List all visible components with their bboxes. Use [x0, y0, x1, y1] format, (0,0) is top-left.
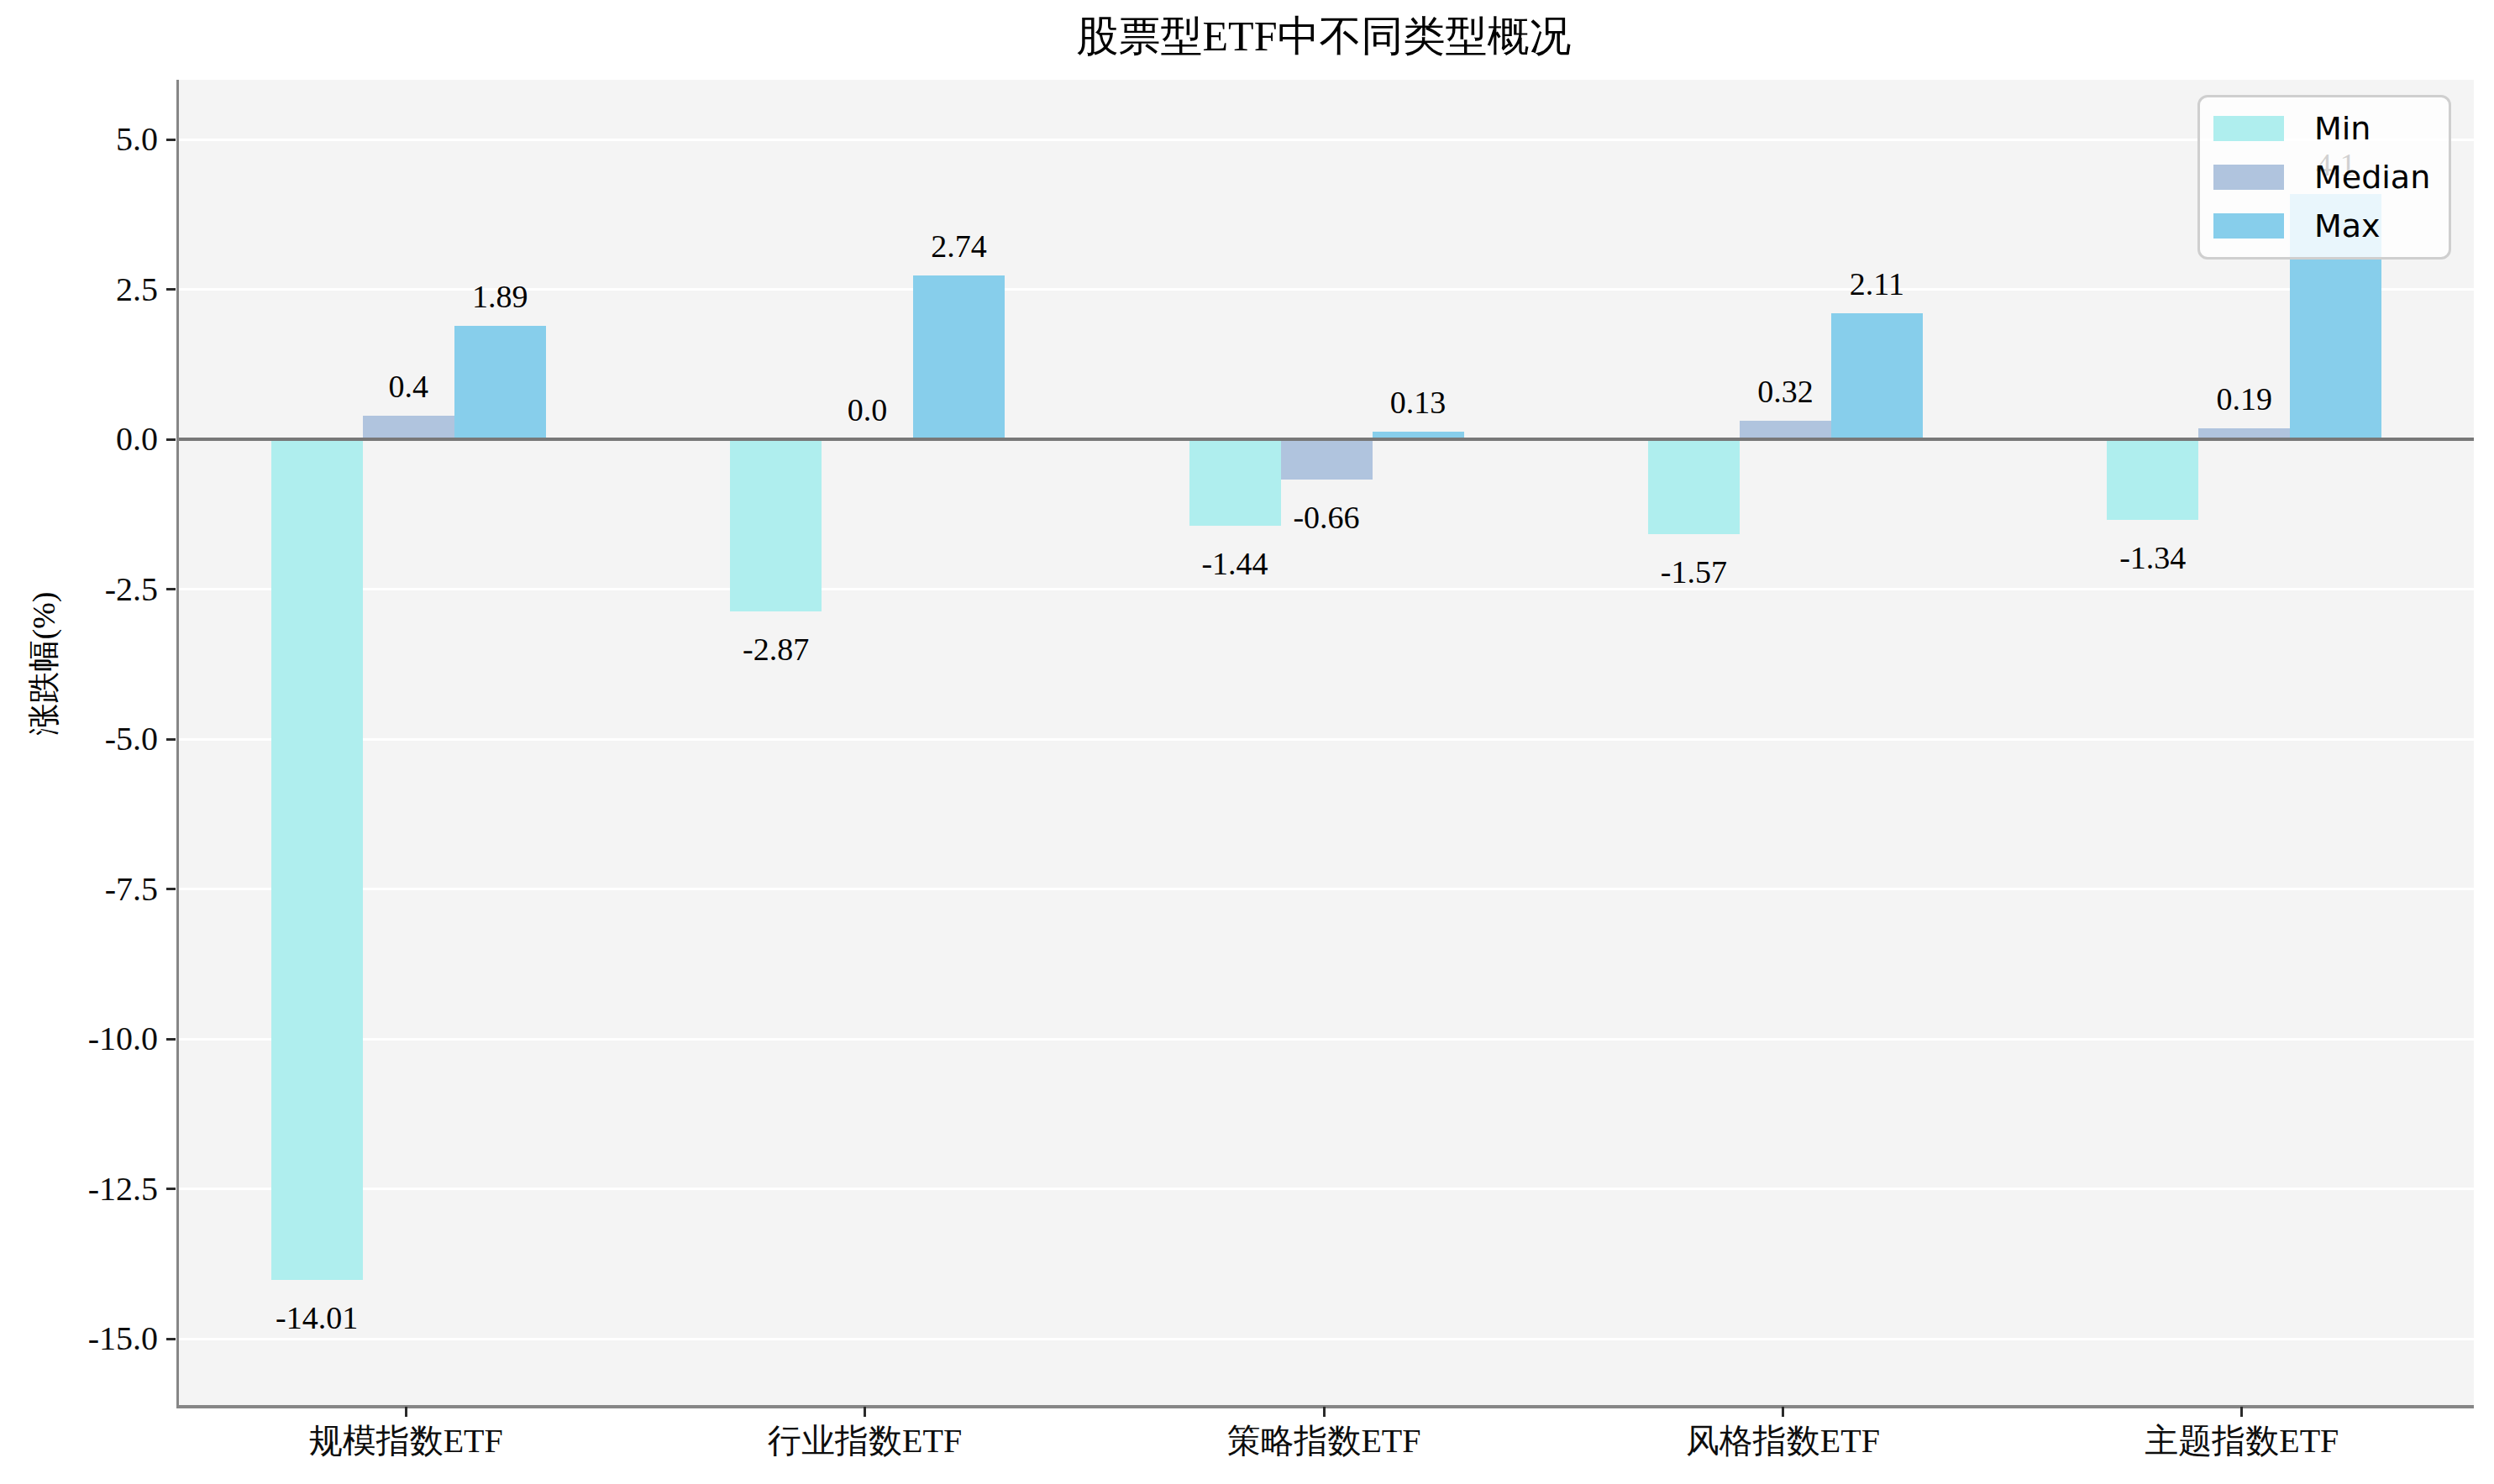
y-tick-label--12.5: -12.5 [15, 1171, 158, 1208]
x-tick-规模指数ETF [405, 1407, 407, 1417]
bar-label-max-风格指数ETF: 2.11 [1850, 265, 1904, 302]
y-tick-label--15: -15.0 [15, 1320, 158, 1357]
y-tick-2.5 [166, 288, 176, 291]
x-tick-label-行业指数ETF: 行业指数ETF [768, 1421, 962, 1461]
y-tick-label-2.5: 2.5 [15, 271, 158, 308]
bar-label-min-规模指数ETF: -14.01 [276, 1299, 358, 1336]
x-tick-策略指数ETF [1323, 1407, 1326, 1417]
bar-max-风格指数ETF [1831, 313, 1923, 440]
legend-item-median: Median [2213, 159, 2449, 196]
bar-label-min-策略指数ETF: -1.44 [1201, 545, 1268, 582]
gridline-y--2.5 [179, 588, 2474, 590]
legend-item-max: Max [2213, 207, 2449, 244]
gridline-y--7.5 [179, 888, 2474, 890]
x-tick-label-主题指数ETF: 主题指数ETF [2145, 1421, 2339, 1461]
zero-line [179, 438, 2474, 441]
x-tick-label-风格指数ETF: 风格指数ETF [1686, 1421, 1880, 1461]
y-tick-5 [166, 139, 176, 141]
y-tick-label-5: 5.0 [15, 121, 158, 158]
bar-median-风格指数ETF [1740, 421, 1831, 440]
bar-max-规模指数ETF [454, 326, 546, 439]
y-tick--12.5 [166, 1188, 176, 1190]
y-tick-label--7.5: -7.5 [15, 871, 158, 908]
legend: Min Median Max [2197, 95, 2451, 260]
bar-min-主题指数ETF [2107, 439, 2198, 520]
y-tick--15 [166, 1338, 176, 1340]
y-tick-label--2.5: -2.5 [15, 571, 158, 608]
legend-item-min: Min [2213, 110, 2449, 147]
x-tick-label-策略指数ETF: 策略指数ETF [1226, 1421, 1420, 1461]
plot-area: -14.01 0.4 1.89 -2.87 0.0 2.74 -1.44 -0.66 0.13 -… [176, 80, 2474, 1408]
y-tick--7.5 [166, 888, 176, 890]
y-tick--10 [166, 1038, 176, 1041]
bar-label-min-行业指数ETF: -2.87 [743, 631, 809, 668]
bar-label-max-行业指数ETF: 2.74 [931, 228, 987, 265]
bar-label-median-风格指数ETF: 0.32 [1757, 373, 1814, 410]
bar-label-max-策略指数ETF: 0.13 [1390, 384, 1447, 421]
legend-swatch-min [2213, 116, 2284, 141]
gridline-y--10 [179, 1038, 2474, 1041]
y-axis-label: 涨跌幅(%) [23, 592, 66, 736]
bar-min-策略指数ETF [1189, 439, 1281, 526]
y-tick-label-0: 0.0 [15, 421, 158, 458]
chart-title: 股票型ETF中不同类型概况 [176, 8, 2471, 65]
x-tick-行业指数ETF [864, 1407, 866, 1417]
legend-swatch-max [2213, 213, 2284, 239]
bar-label-max-规模指数ETF: 1.89 [472, 278, 528, 315]
bar-min-行业指数ETF [730, 439, 822, 611]
bar-min-规模指数ETF [271, 439, 363, 1279]
legend-label-min: Min [2314, 110, 2371, 147]
y-tick--2.5 [166, 588, 176, 590]
bar-label-median-行业指数ETF: 0.0 [848, 391, 888, 428]
chart-figure: 股票型ETF中不同类型概况 涨跌幅(%) -14.01 0.4 1.89 -2.87 0… [0, 0, 2494, 1484]
bar-min-风格指数ETF [1648, 439, 1740, 533]
gridline-y--12.5 [179, 1188, 2474, 1190]
bar-label-median-策略指数ETF: -0.66 [1293, 499, 1359, 536]
bar-label-median-规模指数ETF: 0.4 [388, 368, 428, 405]
x-tick-label-规模指数ETF: 规模指数ETF [309, 1421, 503, 1461]
bar-label-median-主题指数ETF: 0.19 [2217, 380, 2273, 417]
x-tick-风格指数ETF [1782, 1407, 1784, 1417]
gridline-y-5 [179, 139, 2474, 141]
bar-median-规模指数ETF [363, 416, 454, 440]
gridline-y--5 [179, 738, 2474, 741]
legend-label-median: Median [2314, 159, 2430, 196]
x-tick-主题指数ETF [2240, 1407, 2243, 1417]
legend-label-max: Max [2314, 207, 2381, 244]
bar-label-min-主题指数ETF: -1.34 [2119, 539, 2186, 576]
bar-label-min-风格指数ETF: -1.57 [1661, 553, 1727, 590]
bar-max-行业指数ETF [913, 275, 1005, 440]
y-tick--5 [166, 738, 176, 741]
y-tick-0 [166, 438, 176, 441]
y-tick-label--10: -10.0 [15, 1020, 158, 1057]
gridline-y--15 [179, 1338, 2474, 1340]
legend-swatch-median [2213, 165, 2284, 190]
bar-median-策略指数ETF [1281, 439, 1373, 479]
y-tick-label--5: -5.0 [15, 721, 158, 758]
